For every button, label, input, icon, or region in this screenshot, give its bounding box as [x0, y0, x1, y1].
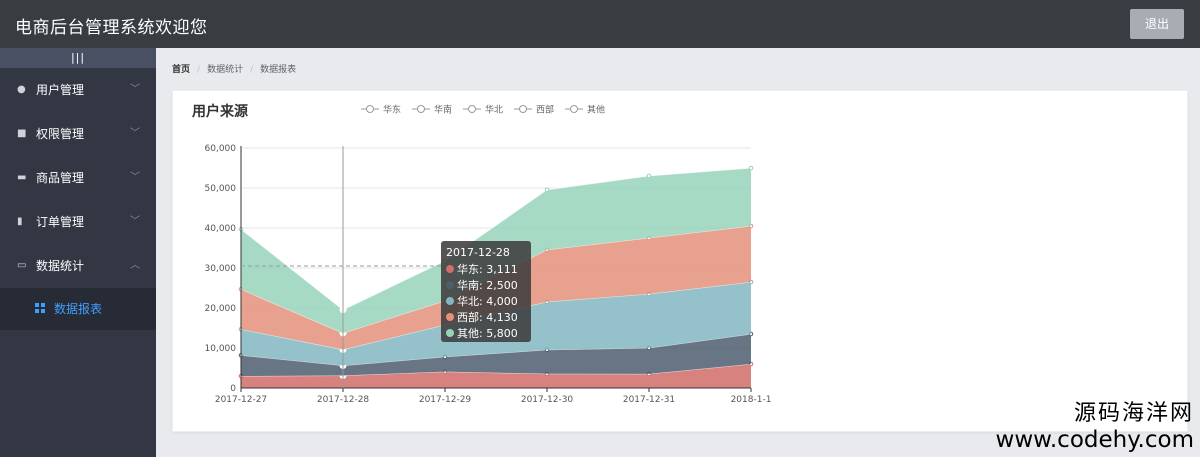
chevron-down-icon: ﹀: [130, 84, 140, 95]
data-point: [544, 187, 550, 193]
sidebar-item-label: 数据统计: [36, 259, 85, 273]
legend-label: 华南: [434, 104, 452, 116]
chart-icon: ▭: [17, 260, 27, 271]
sidebar-subitem-data-report[interactable]: 数据报表: [0, 288, 156, 330]
watermark-line1: 源码海洋网: [1073, 401, 1194, 426]
series-line-其他: [240, 167, 752, 311]
logout-button[interactable]: 退出: [1130, 9, 1184, 39]
user-source-chart[interactable]: 用户来源 华东 华南 华北 西部 其他 0 10,000 20,000 30,000 40,000 5…: [173, 91, 1187, 431]
sidebar-item-label: 权限管理: [36, 127, 85, 141]
legend-marker: [366, 105, 374, 113]
chevron-down-icon: ﹀: [130, 128, 140, 139]
x-tick-label: 2018-1-1: [731, 395, 772, 405]
watermark-line2: www.codehy.com: [995, 427, 1194, 453]
tooltip-row: 华东: 3,111: [457, 262, 518, 276]
data-point: [748, 165, 754, 171]
y-tick-label: 0: [230, 384, 236, 394]
chevron-down-icon: ﹀: [130, 216, 140, 227]
x-tick-label: 2017-12-31: [623, 395, 675, 405]
sidebar-item-label: 用户管理: [36, 83, 85, 97]
legend-marker: [417, 105, 425, 113]
legend-label: 华北: [485, 104, 503, 116]
legend-marker: [468, 105, 476, 113]
tooltip-row: 华北: 4,000: [457, 294, 518, 308]
sidebar-item-users[interactable]: ● 用户管理 ﹀: [0, 68, 156, 112]
app-title: 电商后台管理系统欢迎您: [15, 18, 208, 38]
sidebar: ||| ● 用户管理 ﹀ ■ 权限管理 ﹀ ▬ 商品管理 ﹀ ▮ 订单管理 ﹀ …: [0, 48, 156, 457]
breadcrumb-item: 数据报表: [260, 65, 297, 75]
tooltip-swatch: [446, 265, 454, 273]
x-tick-label: 2017-12-27: [215, 395, 267, 405]
chart-card: 用户来源 华东 华南 华北 西部 其他 0 10,000 20,000 30,000 40,000 5…: [172, 90, 1188, 432]
y-tick-label: 20,000: [205, 304, 237, 314]
sidebar-item-label: 商品管理: [36, 171, 85, 185]
legend-label: 其他: [587, 104, 605, 116]
legend-marker: [519, 105, 527, 113]
sidebar-subitem-label: 数据报表: [54, 302, 103, 316]
shield-icon: ■: [17, 128, 27, 139]
y-tick-label: 50,000: [205, 184, 237, 194]
sidebar-item-label: 订单管理: [36, 215, 85, 229]
goods-icon: ▬: [17, 172, 27, 183]
tooltip-swatch: [446, 329, 454, 337]
x-tick-label: 2017-12-29: [419, 395, 472, 405]
breadcrumb-home[interactable]: 首页: [172, 65, 191, 75]
tooltip-swatch: [446, 313, 454, 321]
data-point: [646, 173, 652, 179]
chevron-down-icon: ﹀: [130, 172, 140, 183]
x-tick-label: 2017-12-30: [521, 395, 574, 405]
area-华南: [241, 334, 751, 377]
legend-label: 西部: [536, 104, 554, 116]
tooltip-row: 华南: 2,500: [457, 278, 518, 292]
area-华东: [241, 364, 751, 388]
tooltip-title: 2017-12-28: [446, 246, 510, 259]
breadcrumb: 首页 / 数据统计 / 数据报表: [172, 62, 296, 75]
tooltip-row: 其他: 5,800: [457, 327, 518, 340]
tooltip-box: [441, 241, 531, 342]
sidebar-item-orders[interactable]: ▮ 订单管理 ﹀: [0, 200, 156, 244]
sidebar-toggle-button[interactable]: |||: [0, 48, 156, 68]
y-tick-label: 30,000: [205, 264, 237, 274]
y-tick-label: 10,000: [205, 344, 237, 354]
sidebar-item-permissions[interactable]: ■ 权限管理 ﹀: [0, 112, 156, 156]
order-icon: ▮: [17, 216, 23, 227]
tooltip-swatch: [446, 281, 454, 289]
legend-label: 华东: [383, 104, 401, 116]
breadcrumb-separator: /: [250, 65, 254, 75]
tooltip-row: 西部: 4,130: [457, 310, 518, 324]
x-tick-label: 2017-12-28: [317, 395, 370, 405]
sidebar-item-goods[interactable]: ▬ 商品管理 ﹀: [0, 156, 156, 200]
tooltip-swatch: [446, 297, 454, 305]
breadcrumb-separator: /: [197, 65, 201, 75]
y-tick-label: 40,000: [205, 224, 237, 234]
y-tick-label: 60,000: [205, 144, 237, 154]
sidebar-item-reports[interactable]: ▭ 数据统计 ︿: [0, 244, 156, 288]
chart-title: 用户来源: [192, 103, 248, 120]
main-content: 首页 / 数据统计 / 数据报表 用户来源 华东 华南 华北 西部 其他 0 10,000 20,000…: [156, 48, 1200, 457]
user-icon: ●: [17, 84, 26, 95]
watermark: 源码海洋网 www.codehy.com: [996, 401, 1194, 453]
grid-icon: [35, 303, 46, 314]
breadcrumb-item: 数据统计: [207, 65, 244, 75]
top-header: 电商后台管理系统欢迎您 退出: [0, 0, 1200, 48]
chevron-up-icon: ︿: [130, 260, 140, 271]
legend-marker: [570, 105, 578, 113]
